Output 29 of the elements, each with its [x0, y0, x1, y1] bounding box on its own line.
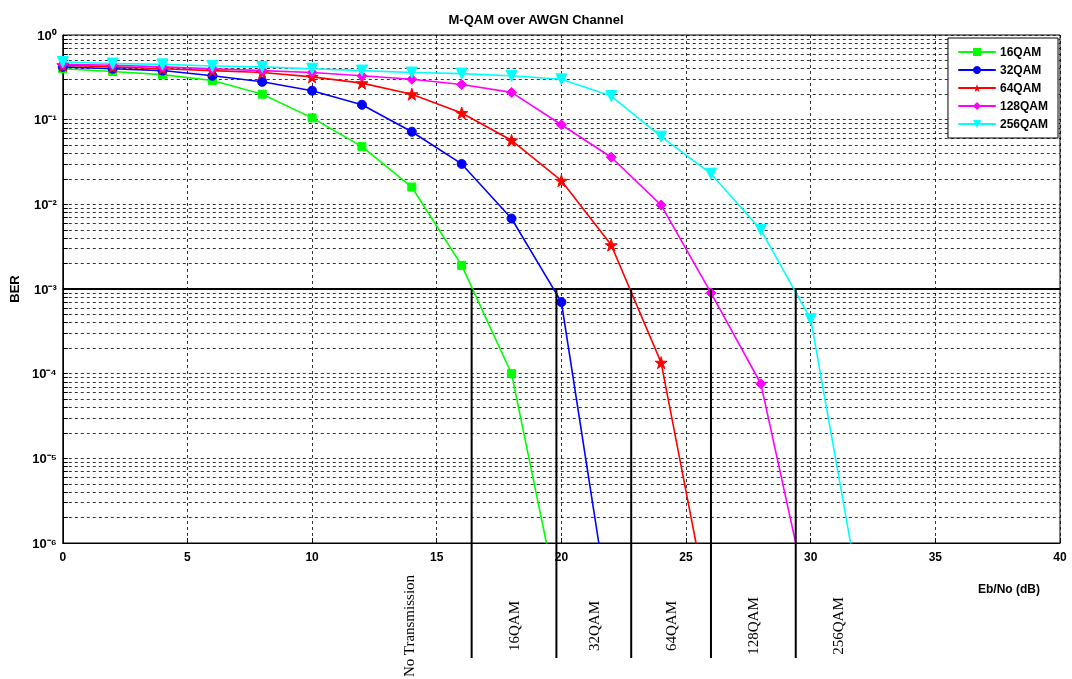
- text: 256QAM: [830, 597, 847, 655]
- y-tick-label: 10⁻⁵: [32, 450, 57, 466]
- x-tick-label: 15: [430, 550, 444, 564]
- legend-label: 16QAM: [999, 45, 1042, 59]
- x-tick-label: 10: [305, 550, 320, 564]
- x-tick-label: 30: [804, 550, 818, 564]
- y-tick-label: 10⁰: [37, 27, 57, 43]
- y-tick-label: 10⁻⁶: [32, 535, 57, 551]
- legend-label: 256QAM: [999, 117, 1049, 131]
- x-tick-label: 25: [679, 550, 694, 564]
- x-tick-label: 0: [59, 550, 67, 564]
- x-tick-label: 35: [928, 550, 943, 564]
- x-tick-label: 5: [184, 550, 192, 564]
- y-axis-title: BER: [7, 274, 22, 303]
- x-tick-label: 40: [1053, 550, 1067, 564]
- text: 32QAM: [585, 600, 602, 652]
- text: 16QAM: [506, 600, 523, 652]
- y-tick-label: 10⁻¹: [33, 112, 57, 128]
- legend-label: 128QAM: [999, 99, 1049, 113]
- y-tick-label: 10⁻³: [33, 281, 58, 297]
- text: No Transmission: [401, 574, 418, 678]
- legend-label: 32QAM: [999, 63, 1042, 77]
- text: 128QAM: [745, 597, 762, 655]
- chart-title: M-QAM over AWGN Channel: [448, 12, 624, 27]
- y-tick-label: 10⁻⁴: [31, 366, 57, 382]
- text: 64QAM: [663, 600, 680, 652]
- x-axis-title: Eb/No (dB): [978, 582, 1040, 596]
- legend-label: 64QAM: [999, 81, 1042, 95]
- y-tick-label: 10⁻²: [33, 196, 58, 212]
